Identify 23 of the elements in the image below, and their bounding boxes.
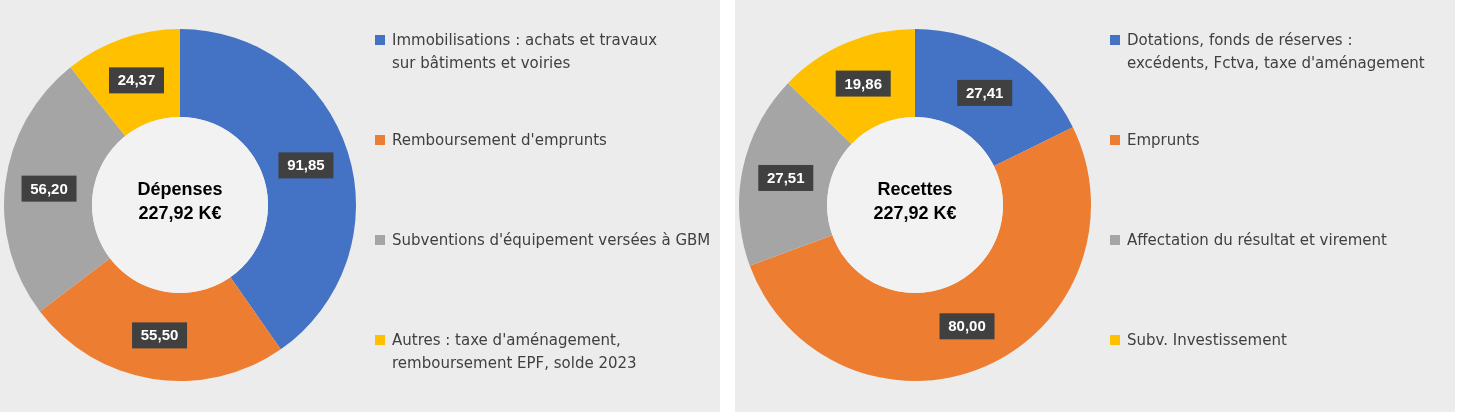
legend-label: Emprunts bbox=[1127, 131, 1200, 149]
data-label: 80,00 bbox=[948, 317, 986, 335]
data-label: 27,41 bbox=[965, 83, 1004, 101]
donut-slice bbox=[39, 258, 281, 381]
data-label: 27,51 bbox=[767, 168, 805, 186]
legend-label: Autres : taxe d'aménagement, remboursement EPF, solde 2023 bbox=[392, 331, 637, 372]
text: Recettes bbox=[877, 179, 953, 199]
text: 227,92 K€ bbox=[138, 203, 222, 223]
text: 227,92 K€ bbox=[873, 203, 957, 223]
data-label: 56,20 bbox=[30, 179, 68, 197]
legend-label: Affectation du résultat et virement bbox=[1127, 231, 1388, 249]
text: Dépenses bbox=[137, 179, 223, 199]
data-label: 91,85 bbox=[287, 156, 325, 174]
legend-label: Immobilisations : achats et travaux sur bâtiments et voiries bbox=[392, 31, 658, 72]
donut-slice bbox=[915, 29, 1073, 167]
legend-label: Subventions d'équipement versées à GBM bbox=[392, 231, 711, 249]
data-label: 24,37 bbox=[117, 71, 156, 89]
legend-label: Subv. Investissement bbox=[1127, 331, 1287, 349]
donut-slice bbox=[749, 127, 1091, 381]
legend-label: Dotations, fonds de réserves : excédents, Fctva, taxe d'aménagement bbox=[1127, 31, 1425, 72]
data-label: 19,86 bbox=[844, 74, 882, 92]
data-label: 55,50 bbox=[140, 326, 179, 344]
legend-label: Remboursement d'emprunts bbox=[392, 131, 608, 149]
